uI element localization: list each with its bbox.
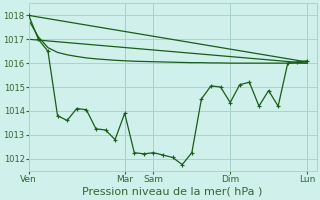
X-axis label: Pression niveau de la mer( hPa ): Pression niveau de la mer( hPa ) xyxy=(83,187,263,197)
